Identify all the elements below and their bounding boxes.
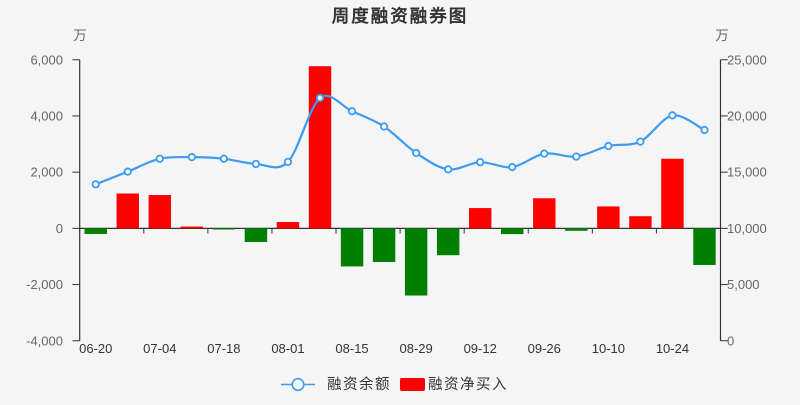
- svg-text:20,000: 20,000: [727, 108, 767, 123]
- svg-text:25,000: 25,000: [727, 52, 767, 67]
- svg-text:06-20: 06-20: [79, 341, 112, 356]
- svg-text:-4,000: -4,000: [26, 333, 63, 348]
- svg-text:周度融资融券图: 周度融资融券图: [332, 6, 469, 26]
- svg-text:4,000: 4,000: [30, 108, 63, 123]
- svg-text:-2,000: -2,000: [26, 277, 63, 292]
- svg-text:15,000: 15,000: [727, 165, 767, 180]
- svg-text:万: 万: [715, 28, 729, 43]
- svg-text:09-26: 09-26: [528, 341, 561, 356]
- svg-text:09-12: 09-12: [464, 341, 497, 356]
- svg-text:07-18: 07-18: [207, 341, 240, 356]
- svg-text:08-29: 08-29: [399, 341, 432, 356]
- svg-text:0: 0: [727, 333, 734, 348]
- svg-text:10-10: 10-10: [592, 341, 625, 356]
- svg-text:6,000: 6,000: [30, 52, 63, 67]
- svg-text:融资净买入: 融资净买入: [428, 376, 508, 393]
- svg-text:10,000: 10,000: [727, 221, 767, 236]
- svg-text:5,000: 5,000: [727, 277, 760, 292]
- svg-text:融资余额: 融资余额: [327, 375, 391, 393]
- svg-text:07-04: 07-04: [143, 341, 176, 356]
- svg-text:2,000: 2,000: [30, 165, 63, 180]
- svg-text:万: 万: [73, 28, 87, 43]
- svg-text:10-24: 10-24: [656, 341, 689, 356]
- svg-text:0: 0: [56, 221, 63, 236]
- svg-text:08-01: 08-01: [271, 341, 304, 356]
- svg-text:08-15: 08-15: [335, 341, 368, 356]
